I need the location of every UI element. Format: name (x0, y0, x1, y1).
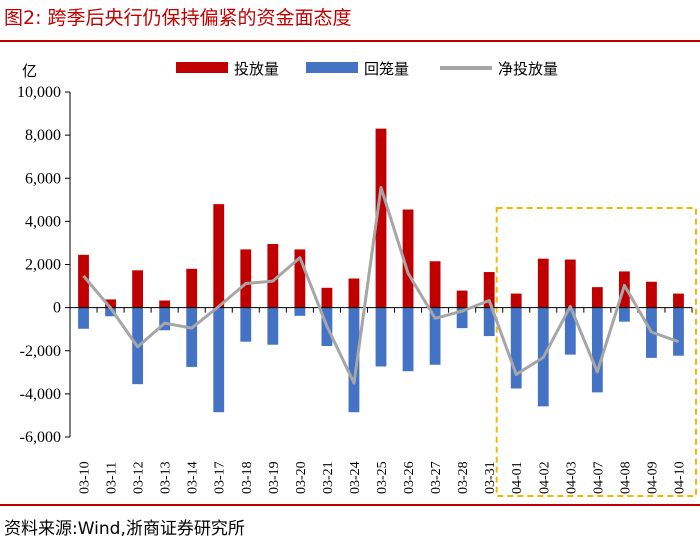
y-tick-label: 10,000 (17, 84, 61, 101)
source-note: 资料来源:Wind,浙商证券研究所 (4, 519, 245, 539)
x-tick-label: 03-25 (375, 461, 390, 494)
bar-withdraw (105, 307, 116, 317)
bar-inject (240, 249, 252, 308)
bar-withdraw (375, 307, 387, 367)
x-tick-label: 03-10 (78, 461, 93, 494)
bar-inject (78, 254, 89, 308)
highlight-box (495, 207, 697, 497)
x-tick-label: 04-10 (672, 461, 687, 494)
x-tick-label: 03-19 (267, 461, 282, 494)
legend-label-net: 净投放量 (498, 60, 558, 78)
bar-inject (429, 261, 441, 308)
bar-inject (375, 128, 387, 308)
bar-inject (213, 204, 225, 308)
bar-withdraw (673, 307, 684, 356)
x-tick-label: 04-08 (618, 461, 633, 494)
x-tick-label: 03-11 (105, 462, 120, 494)
chart-title: 图2: 跨季后央行仍保持偏紧的资金面态度 (4, 7, 352, 29)
bar-inject (402, 209, 414, 308)
y-tick-label: -6,000 (20, 429, 61, 446)
bar-inject (105, 299, 116, 308)
y-tick-label: 4,000 (25, 213, 61, 230)
legend-swatch-inject (176, 62, 228, 73)
bar-inject (186, 268, 198, 308)
bar-inject (159, 300, 171, 308)
chart: 亿 投放量 回笼量 净投放量 10,000 8,000 6,000 4,000 2,00… (17, 60, 697, 497)
bar-withdraw (564, 307, 576, 355)
bar-withdraw (159, 307, 171, 331)
bar-inject (294, 249, 306, 308)
x-tick-label: 03-31 (483, 461, 498, 494)
bar-inject (646, 281, 657, 308)
x-tick-label: 03-12 (132, 461, 147, 494)
y-tick-label: -4,000 (20, 386, 61, 403)
x-tick-label: 03-26 (402, 461, 417, 494)
bar-inject (591, 287, 603, 308)
bar-inject (132, 270, 144, 308)
y-tick-label: -2,000 (20, 343, 61, 360)
title-rule (0, 40, 700, 42)
x-tick-label: 03-13 (159, 461, 174, 494)
bar-withdraw (294, 307, 306, 316)
bar-inject (537, 258, 549, 308)
x-tick-label: 04-02 (537, 461, 552, 494)
bar-withdraw (186, 307, 198, 367)
x-tick-label: 04-01 (510, 461, 525, 494)
legend: 投放量 回笼量 净投放量 (176, 60, 558, 78)
legend-swatch-withdraw (306, 62, 358, 73)
bar-withdraw (213, 307, 225, 413)
bar-withdraw (510, 307, 522, 389)
x-tick-label: 04-03 (564, 461, 579, 494)
line-net (82, 186, 680, 385)
y-tick-label: 0 (53, 300, 61, 317)
y-tick-label: 6,000 (25, 170, 61, 187)
bar-withdraw (483, 307, 495, 337)
x-tick-label: 03-20 (294, 461, 309, 494)
x-tick-label: 03-17 (213, 461, 228, 494)
footer-rule (0, 504, 700, 506)
x-tick-label: 03-28 (456, 461, 471, 494)
y-unit-label: 亿 (22, 62, 37, 80)
x-tick-label: 03-18 (240, 461, 255, 494)
bar-inject (267, 244, 279, 308)
x-tick-label: 04-07 (591, 461, 606, 494)
bar-withdraw (267, 307, 279, 345)
bar-inject (564, 259, 576, 308)
bar-inject (321, 287, 333, 308)
bar-withdraw (456, 307, 468, 329)
bar-inject (673, 293, 684, 308)
x-tick-label: 04-09 (645, 461, 660, 494)
x-tick-label: 03-14 (186, 461, 201, 494)
y-tick-label: 2,000 (25, 257, 61, 274)
bar-inject (348, 278, 360, 308)
bar-inject (483, 272, 495, 308)
bar-withdraw (348, 307, 360, 413)
bar-inject (456, 290, 468, 308)
x-tick-label: 03-27 (429, 461, 444, 494)
bar-withdraw (240, 307, 252, 342)
x-tick-label: 03-21 (321, 461, 336, 494)
legend-label-inject: 投放量 (234, 60, 279, 78)
bar-withdraw (429, 307, 441, 365)
bar-withdraw (78, 307, 89, 329)
bar-withdraw (402, 307, 414, 372)
legend-label-withdraw: 回笼量 (364, 60, 409, 78)
bar-withdraw (618, 307, 630, 322)
bar-withdraw (591, 307, 603, 393)
y-tick-label: 8,000 (25, 127, 61, 144)
bar-inject (510, 293, 522, 308)
x-tick-label: 03-24 (348, 461, 363, 494)
